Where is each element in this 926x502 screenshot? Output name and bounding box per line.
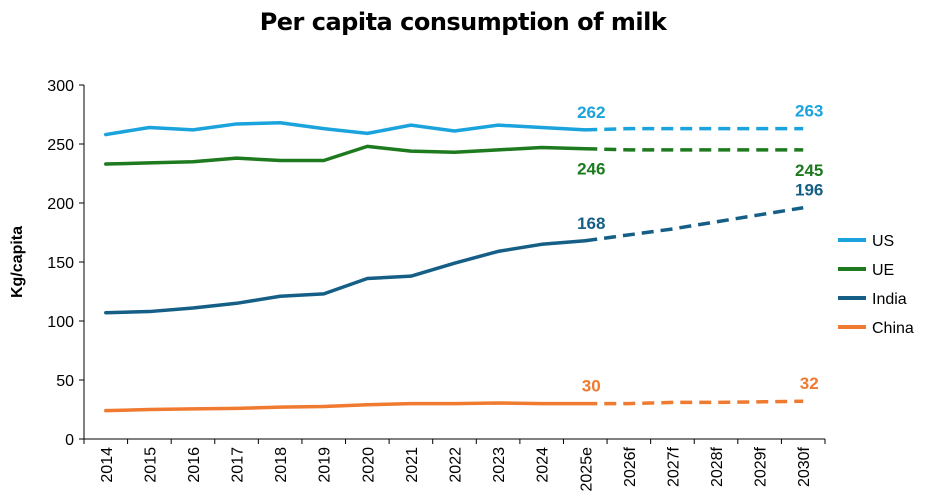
x-tick-label: 2014 [99, 447, 116, 483]
data-label: 196 [795, 181, 823, 200]
x-tick-label: 2022 [448, 447, 465, 483]
x-tick-label: 2016 [186, 447, 203, 483]
series-line-us [104, 121, 588, 137]
y-tick-label: 300 [47, 78, 74, 95]
x-tick-label: 2018 [273, 447, 290, 483]
legend-label: India [872, 291, 907, 308]
y-tick-label: 150 [47, 255, 74, 272]
y-tick-label: 0 [65, 432, 74, 449]
data-label: 262 [577, 103, 605, 122]
x-tick-label: 2024 [535, 447, 552, 483]
chart-title: Per capita consumption of milk [259, 8, 667, 36]
y-tick-label: 100 [47, 314, 74, 331]
x-tick-label: 2020 [360, 447, 377, 483]
series-forecast-line-india [585, 205, 804, 243]
x-tick-label: 2015 [142, 447, 159, 483]
series-line-china [104, 401, 588, 413]
x-tick-label: 2030f [796, 446, 813, 487]
x-tick-label: 2029f [753, 446, 770, 487]
series-forecast-line-us [585, 126, 804, 132]
data-label: 245 [795, 161, 823, 180]
x-tick-label: 2019 [317, 447, 334, 483]
y-tick-label: 250 [47, 137, 74, 154]
legend-label: China [872, 320, 914, 337]
series-line-ue [104, 144, 588, 166]
data-label: 32 [800, 374, 819, 393]
x-tick-label: 2023 [491, 447, 508, 483]
series-forecast-line-china [585, 399, 804, 406]
legend-label: UE [872, 262, 894, 279]
x-tick-label: 2025e [578, 447, 595, 492]
legend-label: US [872, 233, 894, 250]
x-tick-label: 2028f [709, 446, 726, 487]
series-line-india [104, 239, 588, 315]
y-axis-label: Kg/capita [9, 226, 26, 298]
data-label: 30 [582, 377, 601, 396]
y-tick-label: 200 [47, 196, 74, 213]
data-label: 246 [577, 160, 605, 179]
x-tick-label: 2027f [665, 446, 682, 487]
y-tick-label: 50 [56, 373, 74, 390]
data-label: 263 [795, 102, 823, 121]
x-tick-label: 2017 [230, 447, 247, 483]
data-label: 168 [577, 214, 605, 233]
series-forecast-line-ue [585, 146, 804, 152]
x-tick-label: 2021 [404, 447, 421, 483]
x-tick-label: 2026f [622, 446, 639, 487]
